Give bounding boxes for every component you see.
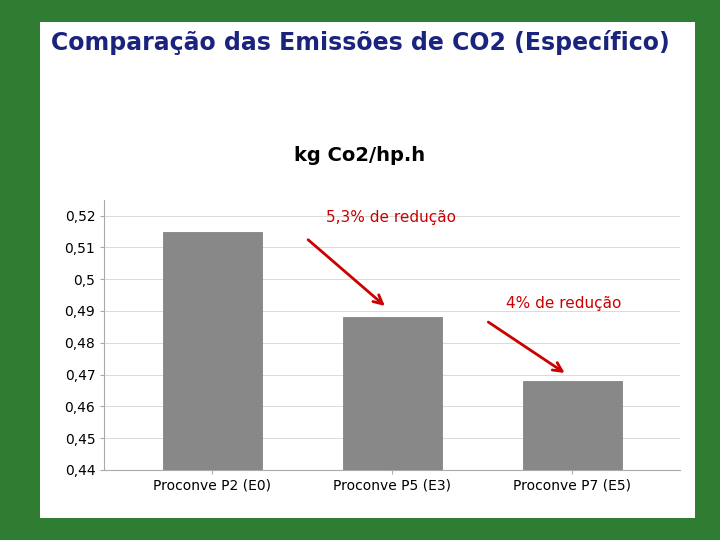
Text: kg Co2/hp.h: kg Co2/hp.h — [294, 146, 426, 165]
Bar — [343, 318, 442, 470]
Text: 5,3% de redução: 5,3% de redução — [326, 210, 456, 225]
Text: 4% de redução: 4% de redução — [506, 296, 621, 311]
Bar — [523, 381, 622, 470]
Text: Comparação das Emissões de CO2 (Específico): Comparação das Emissões de CO2 (Específi… — [50, 30, 670, 55]
Bar — [163, 232, 262, 470]
